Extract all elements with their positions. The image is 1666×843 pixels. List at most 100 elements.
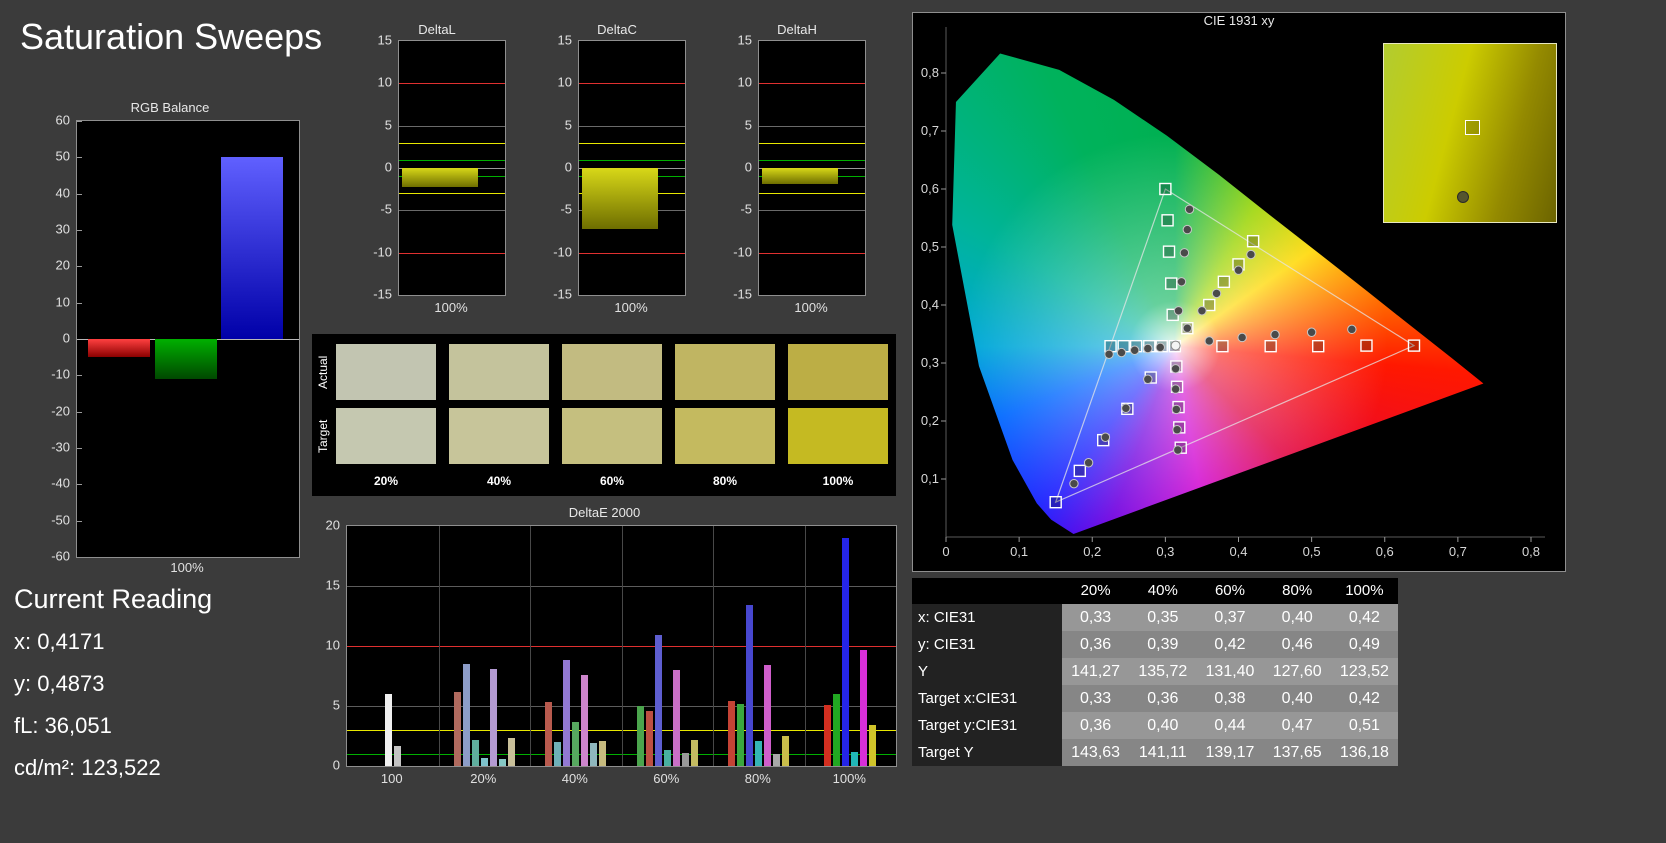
deltae-bar bbox=[572, 721, 580, 766]
y-tick-label: -10 bbox=[373, 244, 392, 260]
reference-line bbox=[759, 159, 865, 161]
axis-tick bbox=[77, 448, 82, 449]
table-cell: 0,51 bbox=[1330, 712, 1398, 739]
table-cell: 0,36 bbox=[1062, 712, 1130, 739]
current-reading-title: Current Reading bbox=[14, 584, 213, 614]
deltae-bar bbox=[764, 665, 772, 766]
y-tick-label: 0,5 bbox=[921, 239, 939, 254]
deltae-x-label: 100% bbox=[832, 771, 866, 786]
y-tick-label: -30 bbox=[51, 439, 70, 455]
table-row-label: Y bbox=[912, 658, 1062, 685]
current-reading: Current Reading x: 0,4171 y: 0,4873 fL: … bbox=[14, 584, 304, 797]
cie-measured-dot bbox=[1170, 384, 1181, 394]
rgb-balance-chart: RGB Balance 60 50 40 30 20 10 0 -10 -20 -30 -40 -50… bbox=[38, 100, 302, 582]
swatch-actual bbox=[788, 344, 888, 400]
cie-measured-dot bbox=[1182, 323, 1193, 333]
table-cell: 0,39 bbox=[1129, 631, 1197, 658]
axis-tick bbox=[77, 484, 82, 486]
deltae-plot bbox=[346, 525, 897, 767]
table-col-header: 60% bbox=[1196, 578, 1264, 604]
deltae-x-axis: 100 20% 40% 60% 80% 100% bbox=[346, 771, 895, 787]
swatch-actual bbox=[449, 344, 549, 400]
deltae-x-label: 100 bbox=[380, 771, 403, 786]
delta-bar bbox=[582, 168, 659, 229]
swatch-level-label: 60% bbox=[599, 474, 625, 488]
y-tick-label: 20 bbox=[325, 517, 340, 533]
y-tick-label: -15 bbox=[733, 286, 752, 302]
y-tick-label: -40 bbox=[51, 475, 70, 491]
reading-fl: fL: 36,051 bbox=[14, 713, 112, 738]
deltae-bar bbox=[690, 739, 698, 766]
deltae-bar bbox=[581, 674, 589, 766]
measurement-table: 20% 40% 60% 80% 100% x: CIE31 0,33 0,35 0,37 0,40… bbox=[912, 578, 1398, 766]
table-row-label: Target Y bbox=[912, 739, 1062, 766]
cie-measured-dot bbox=[1143, 343, 1153, 354]
deltae-bar bbox=[453, 691, 461, 766]
reference-line bbox=[399, 252, 505, 254]
y-tick-label: 5 bbox=[564, 117, 572, 133]
rgb-bar-blue bbox=[221, 157, 284, 339]
y-tick-label: 15 bbox=[377, 32, 392, 48]
deltah-chart: DeltaH 15 10 5 0 -5 -10 -15 100% bbox=[726, 22, 868, 320]
cie-measured-dot bbox=[1182, 224, 1193, 235]
reference-line bbox=[759, 193, 865, 195]
group-separator bbox=[804, 526, 806, 766]
deltae-bar bbox=[824, 704, 832, 766]
cie-measured-dot bbox=[1083, 458, 1094, 468]
group-separator bbox=[621, 526, 623, 766]
axis-tick bbox=[77, 411, 82, 413]
deltal-title: DeltaL bbox=[418, 22, 456, 37]
x-tick-label: 0,8 bbox=[1522, 544, 1540, 559]
saturation-swatches: Actual Target 20% 40% 60% 80% 100% bbox=[312, 334, 896, 496]
table-row-label: y: CIE31 bbox=[912, 631, 1062, 658]
rgb-bar-red bbox=[88, 339, 151, 358]
deltac-title: DeltaC bbox=[597, 22, 637, 37]
rgb-balance-title: RGB Balance bbox=[130, 100, 210, 115]
deltah-title: DeltaH bbox=[777, 22, 817, 37]
table-cell: 0,49 bbox=[1330, 631, 1398, 658]
cie-measured-dot bbox=[1173, 445, 1183, 455]
deltac-y-axis: 15 10 5 0 -5 -10 -15 bbox=[546, 33, 575, 302]
deltae-bar bbox=[636, 706, 644, 766]
deltae-bar bbox=[654, 635, 662, 766]
deltac-x-label: 100% bbox=[614, 300, 648, 315]
cie-measured-dot bbox=[1172, 425, 1182, 435]
y-tick-label: -5 bbox=[560, 201, 572, 217]
cie-target-square bbox=[1360, 339, 1373, 352]
cie-target-square bbox=[1203, 298, 1216, 312]
reference-line bbox=[759, 142, 865, 144]
reference-line bbox=[759, 252, 865, 254]
deltae-bar bbox=[489, 668, 497, 766]
y-tick-label: 0 bbox=[564, 159, 572, 175]
swatch-target bbox=[562, 408, 662, 464]
deltae-bar bbox=[672, 670, 680, 766]
deltae-bar bbox=[755, 740, 763, 766]
swatch-target bbox=[788, 408, 888, 464]
deltae-bar bbox=[545, 702, 553, 766]
table-cell: 123,52 bbox=[1330, 658, 1398, 685]
axis-tick bbox=[77, 193, 82, 195]
swatch-level-label: 20% bbox=[373, 474, 399, 488]
reference-line bbox=[579, 125, 685, 127]
swatch-target bbox=[675, 408, 775, 464]
y-tick-label: -10 bbox=[733, 244, 752, 260]
deltac-chart: DeltaC 15 10 5 0 -5 -10 -15 100% bbox=[546, 22, 688, 320]
table-col-header: 100% bbox=[1330, 578, 1398, 604]
deltae-bar bbox=[554, 742, 562, 766]
table-cell: 0,35 bbox=[1129, 604, 1197, 631]
deltah-y-axis: 15 10 5 0 -5 -10 -15 bbox=[726, 33, 755, 302]
cie-target-square bbox=[1165, 277, 1178, 290]
swatch-target bbox=[449, 408, 549, 464]
cie-measured-dot bbox=[1246, 249, 1256, 260]
y-tick-label: 15 bbox=[325, 577, 340, 593]
y-tick-label: 30 bbox=[55, 221, 70, 237]
table-corner bbox=[912, 578, 1062, 604]
table-cell: 0,42 bbox=[1330, 604, 1398, 631]
deltae-x-label: 80% bbox=[744, 771, 771, 786]
table-cell: 143,63 bbox=[1062, 739, 1130, 766]
deltae-x-label: 60% bbox=[653, 771, 680, 786]
swatch-target bbox=[336, 408, 436, 464]
y-tick-label: 15 bbox=[557, 32, 572, 48]
cie-measured-dot bbox=[1204, 336, 1214, 346]
